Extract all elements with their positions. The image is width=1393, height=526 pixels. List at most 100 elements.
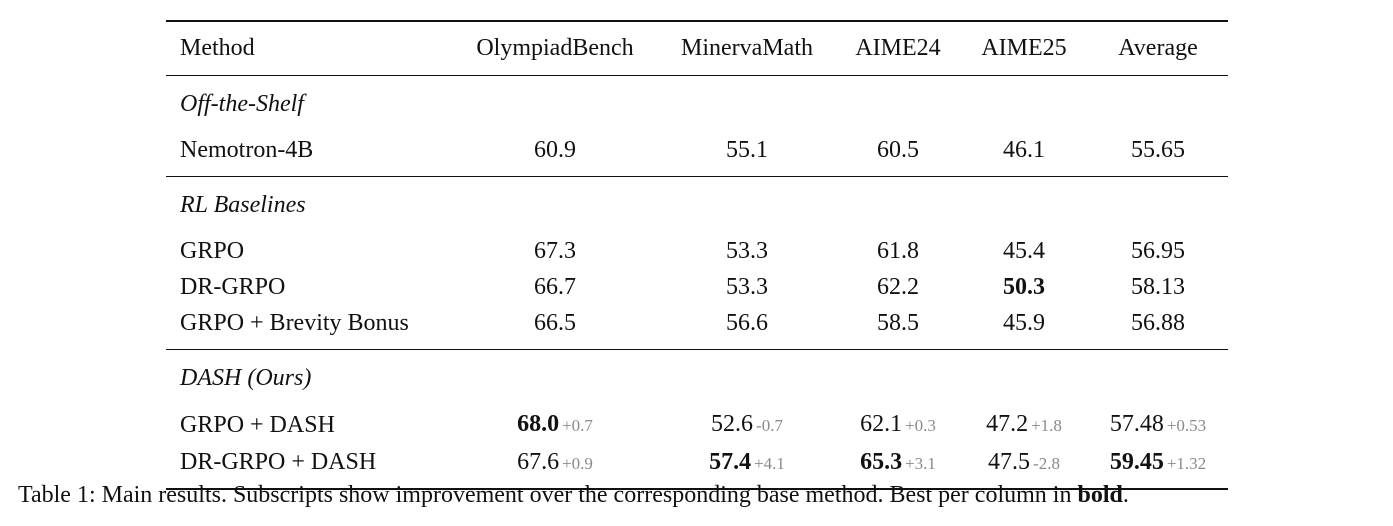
score-value: 59.45 (1109, 449, 1164, 475)
score-cell-average: 57.48 +0.53 (1088, 406, 1228, 444)
score-cell-aime25: 46.1 (960, 132, 1088, 177)
table-row: GRPO + DASH 68.0 +0.7 52.6 -0.7 62.1 +0.3 47.2 +… (166, 406, 1228, 444)
group-heading-row: DASH (Ours) (166, 350, 1228, 407)
score-cell-aime24: 58.5 (836, 305, 960, 350)
score-value: 53.3 (726, 274, 768, 300)
score-cell-aime24: 61.8 (836, 233, 960, 269)
score-cell-aime25: 47.5 -2.8 (960, 444, 1088, 489)
method-name: DR-GRPO (180, 274, 286, 300)
score-value: 57.4 (709, 449, 752, 475)
score-delta: +0.3 (905, 416, 936, 435)
group-title: Off-the-Shelf (180, 91, 304, 117)
table-group: DASH (Ours) GRPO + DASH 68.0 +0.7 52.6 -0.7 62… (166, 350, 1228, 489)
score-value: 46.1 (1003, 137, 1045, 163)
table-group: Off-the-Shelf Nemotron-4B 60.9 55.1 60.5 46.1… (166, 76, 1228, 177)
method-name: GRPO + DASH (180, 412, 335, 438)
group-title: RL Baselines (180, 192, 306, 218)
score-cell-average: 56.95 (1088, 233, 1228, 269)
score-value: 55.1 (726, 137, 768, 163)
score-cell-aime24: 60.5 (836, 132, 960, 177)
caption-suffix: . (1122, 482, 1129, 508)
score-delta: +4.1 (754, 454, 785, 473)
score-cell-aime25: 45.9 (960, 305, 1088, 350)
method-name: Nemotron-4B (180, 137, 314, 163)
score-delta: +1.8 (1031, 416, 1062, 435)
score-cell-minervamath: 53.3 (658, 269, 836, 305)
score-cell-minervamath: 53.3 (658, 233, 836, 269)
score-cell-minervamath: 57.4 +4.1 (658, 444, 836, 489)
score-delta: +1.32 (1166, 454, 1207, 473)
score-value: 60.5 (877, 137, 919, 163)
header-row: Method OlympiadBench MinervaMath AIME24 … (166, 21, 1228, 76)
score-value: 57.48 (1109, 411, 1164, 437)
score-value: 56.6 (726, 310, 768, 336)
score-value: 61.8 (877, 238, 919, 264)
header-average: Average (1118, 35, 1198, 61)
score-value: 56.88 (1131, 310, 1185, 336)
table-row: DR-GRPO + DASH 67.6 +0.9 57.4 +4.1 65.3 +3.1 47… (166, 444, 1228, 489)
group-title: DASH (Ours) (180, 365, 312, 391)
group-heading-row: Off-the-Shelf (166, 76, 1228, 133)
score-cell-olympiadbench: 60.9 (452, 132, 658, 177)
score-cell-aime24: 65.3 +3.1 (836, 444, 960, 489)
table-row: GRPO + Brevity Bonus 66.5 56.6 58.5 45.9 56.8… (166, 305, 1228, 350)
table-row: Nemotron-4B 60.9 55.1 60.5 46.1 55.65 (166, 132, 1228, 177)
score-value: 45.4 (1003, 238, 1045, 264)
caption-bold-word: bold (1077, 482, 1123, 508)
score-value: 68.0 (517, 411, 560, 437)
score-cell-aime24: 62.1 +0.3 (836, 406, 960, 444)
table-caption: Table 1: Main results. Subscripts show i… (18, 478, 1388, 512)
score-value: 66.7 (534, 274, 576, 300)
score-value: 56.95 (1131, 238, 1185, 264)
score-cell-olympiadbench: 67.6 +0.9 (452, 444, 658, 489)
score-value: 67.3 (534, 238, 576, 264)
score-cell-average: 55.65 (1088, 132, 1228, 177)
table-row: GRPO 67.3 53.3 61.8 45.4 56.95 (166, 233, 1228, 269)
results-table: Method OlympiadBench MinervaMath AIME24 … (166, 20, 1228, 490)
header-aime24: AIME24 (855, 35, 941, 61)
header-aime25: AIME25 (981, 35, 1067, 61)
score-cell-average: 58.13 (1088, 269, 1228, 305)
score-cell-olympiadbench: 66.7 (452, 269, 658, 305)
method-name: DR-GRPO + DASH (180, 449, 377, 475)
score-value: 65.3 (860, 449, 903, 475)
score-cell-aime25: 45.4 (960, 233, 1088, 269)
score-delta: -2.8 (1033, 454, 1060, 473)
score-value: 53.3 (726, 238, 768, 264)
header-method: Method (180, 35, 255, 61)
score-cell-aime25: 50.3 (960, 269, 1088, 305)
table-group: RL Baselines GRPO 67.3 53.3 61.8 45.4 56.95 DR-… (166, 177, 1228, 350)
score-value: 47.5 (988, 449, 1031, 475)
header-minervamath: MinervaMath (681, 35, 813, 61)
score-cell-minervamath: 52.6 -0.7 (658, 406, 836, 444)
score-value: 55.65 (1131, 137, 1185, 163)
score-cell-average: 59.45 +1.32 (1088, 444, 1228, 489)
method-name: GRPO (180, 238, 245, 264)
header-olympiadbench: OlympiadBench (476, 35, 634, 61)
score-delta: +3.1 (905, 454, 936, 473)
score-value: 52.6 (711, 411, 754, 437)
score-value: 62.1 (860, 411, 903, 437)
score-cell-olympiadbench: 66.5 (452, 305, 658, 350)
score-delta: +0.53 (1166, 416, 1207, 435)
results-table-container: Method OlympiadBench MinervaMath AIME24 … (166, 20, 1228, 490)
score-value: 67.6 (517, 449, 560, 475)
score-cell-olympiadbench: 67.3 (452, 233, 658, 269)
score-cell-minervamath: 55.1 (658, 132, 836, 177)
score-cell-minervamath: 56.6 (658, 305, 836, 350)
score-value: 50.3 (1003, 274, 1045, 300)
score-cell-average: 56.88 (1088, 305, 1228, 350)
score-delta: +0.7 (562, 416, 593, 435)
score-value: 62.2 (877, 274, 919, 300)
score-value: 58.5 (877, 310, 919, 336)
score-value: 66.5 (534, 310, 576, 336)
score-value: 60.9 (534, 137, 576, 163)
score-cell-aime24: 62.2 (836, 269, 960, 305)
table-row: DR-GRPO 66.7 53.3 62.2 50.3 58.13 (166, 269, 1228, 305)
group-heading-row: RL Baselines (166, 177, 1228, 234)
score-value: 45.9 (1003, 310, 1045, 336)
score-value: 58.13 (1131, 274, 1185, 300)
score-cell-aime25: 47.2 +1.8 (960, 406, 1088, 444)
score-delta: -0.7 (756, 416, 783, 435)
method-name: GRPO + Brevity Bonus (180, 310, 409, 336)
